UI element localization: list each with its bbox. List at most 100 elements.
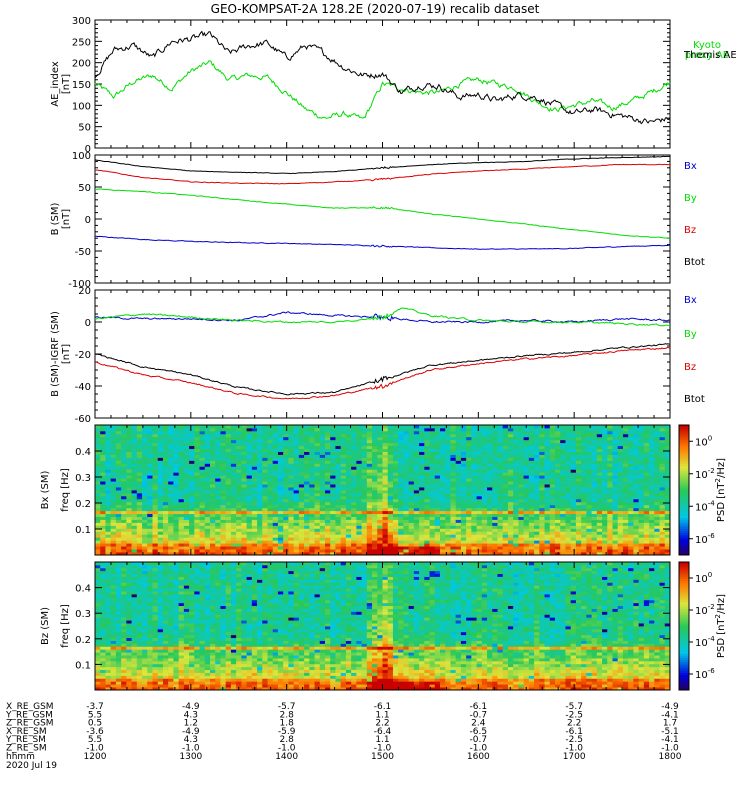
spectrogram-cell — [230, 531, 237, 535]
spectrogram-cell — [481, 451, 488, 455]
spectrogram-cell — [539, 481, 545, 485]
spectrogram-cell — [377, 498, 383, 503]
spectrogram-cell — [230, 519, 237, 523]
spectrogram-cell — [392, 492, 399, 497]
spectrogram-cell — [173, 519, 180, 523]
spectrogram-cell — [115, 528, 122, 532]
spectrogram-cell — [345, 436, 352, 441]
spectrogram-cell — [183, 537, 190, 541]
spectrogram-cell — [105, 469, 112, 473]
spectrogram-cell — [528, 537, 535, 541]
spectrogram-cell — [487, 495, 493, 500]
spectrogram-cell — [528, 540, 535, 544]
spectrogram-cell — [267, 507, 274, 512]
spectrogram-cell — [581, 469, 587, 473]
spectrogram-cell — [168, 466, 174, 470]
spectrogram-cell — [445, 522, 451, 526]
spectrogram-cell — [591, 513, 598, 517]
spectrogram-cell — [586, 525, 592, 529]
spectrogram-cell — [555, 463, 561, 467]
spectrogram-cell — [528, 549, 535, 553]
spectrogram-cell — [392, 439, 399, 444]
spectrogram-cell — [487, 534, 493, 538]
spectrogram-cell — [544, 430, 551, 435]
spectrogram-cell — [544, 549, 551, 553]
spectrogram-cell — [560, 513, 566, 517]
spectrogram-cell — [142, 463, 148, 467]
spectrogram-cell — [372, 469, 378, 473]
spectrogram-cell — [319, 540, 326, 544]
series-line — [94, 30, 671, 125]
spectrogram-cell — [403, 510, 410, 515]
spectrogram-cell — [638, 525, 645, 529]
spectrogram-cell — [434, 445, 441, 450]
spectrogram-cell — [345, 510, 352, 515]
spectrogram-cell — [194, 525, 200, 529]
spectrogram-cell — [398, 537, 404, 541]
spectrogram-cell — [366, 454, 373, 458]
spectrogram-cell — [513, 448, 519, 452]
spectrogram-cell — [335, 448, 342, 452]
spectrogram-cell — [115, 516, 122, 520]
spectrogram-cell — [387, 546, 394, 550]
spectrogram-cell — [147, 466, 153, 470]
spectrogram-cell — [183, 463, 190, 467]
spectrogram-cell — [507, 463, 514, 467]
spectrogram-cell — [581, 504, 587, 509]
spectrogram-cell — [555, 445, 561, 450]
spectrogram-cell — [262, 469, 268, 473]
spectrogram-cell — [570, 448, 577, 452]
spectrogram-cell — [210, 501, 216, 506]
spectrogram-cell — [429, 439, 436, 444]
spectrogram-cell — [194, 454, 200, 458]
spectrogram-cell — [528, 495, 535, 500]
spectrogram-cell — [272, 481, 279, 485]
spectrogram-cell — [95, 451, 101, 455]
spectrogram-cell — [408, 543, 415, 547]
spectrogram-cell — [445, 501, 451, 506]
spectrogram-cell — [136, 427, 143, 432]
spectrogram-cell — [460, 478, 467, 482]
spectrogram-cell — [398, 492, 404, 497]
spectrogram-cell — [162, 513, 169, 517]
spectrogram-cell — [628, 439, 634, 444]
spectrogram-cell — [157, 543, 164, 547]
spectrogram-cell — [372, 436, 378, 441]
spectrogram-cell — [110, 442, 117, 447]
spectrogram-cell — [309, 537, 315, 541]
spectrogram-cell — [225, 436, 232, 441]
spectrogram-cell — [251, 433, 258, 438]
spectrogram-cell — [131, 513, 138, 517]
spectrogram-cell — [356, 510, 362, 515]
spectrogram-cell — [210, 430, 216, 435]
spectrogram-cell — [586, 504, 592, 509]
spectrogram-cell — [100, 543, 106, 547]
spectrogram-cell — [183, 507, 190, 512]
spectrogram-cell — [455, 445, 462, 450]
spectrogram-cell — [330, 487, 336, 491]
spectrogram-cell — [507, 504, 514, 509]
spectrogram-cell — [560, 472, 566, 476]
spectrogram-cell — [565, 549, 572, 553]
spectrogram-cell — [340, 466, 347, 470]
spectrogram-cell — [251, 543, 258, 547]
spectrogram-cell — [100, 492, 106, 497]
spectrogram-cell — [602, 433, 608, 438]
spectrogram-cell — [136, 537, 143, 541]
spectrogram-cell — [283, 552, 289, 556]
spectrogram-cell — [262, 552, 268, 556]
spectrogram-cell — [136, 504, 143, 509]
spectrogram-cell — [633, 433, 640, 438]
spectrogram-cell — [440, 540, 446, 544]
spectrogram-cell — [351, 433, 357, 438]
spectrogram-cell — [277, 436, 284, 441]
spectrogram-cell — [251, 445, 258, 450]
spectrogram-cell — [131, 537, 138, 541]
spectrogram-cell — [377, 425, 383, 429]
spectrogram-cell — [314, 472, 321, 476]
spectrogram-cell — [596, 531, 603, 535]
spectrogram-cell — [272, 472, 279, 476]
spectrogram-cell — [162, 501, 169, 506]
spectrogram-cell — [455, 522, 462, 526]
spectrogram-cell — [471, 537, 477, 541]
